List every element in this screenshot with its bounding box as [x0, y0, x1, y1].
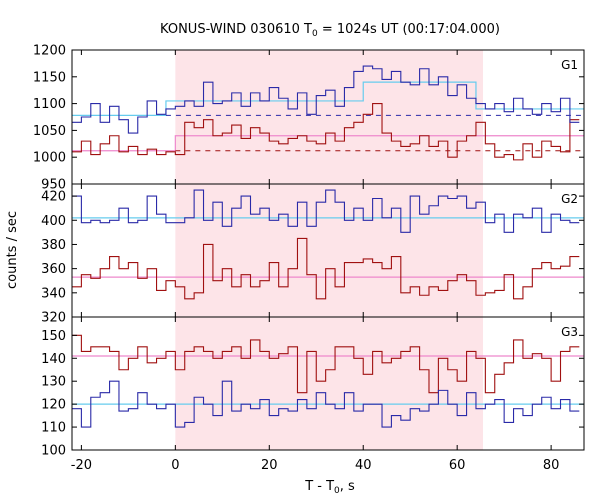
- burst-interval-shade-g1: [175, 50, 484, 184]
- burst-interval-shade-g2: [175, 184, 484, 317]
- panel-label-g3: G3: [561, 325, 578, 339]
- x-axis-label: T - T0, s: [304, 479, 355, 496]
- light-curve-blue-g3: [72, 380, 580, 428]
- y-tick-label-g3-110: 110: [41, 421, 66, 436]
- y-tick-label-g3-100: 100: [41, 444, 66, 459]
- x-tick-label-0: 0: [171, 458, 179, 473]
- light-curve-red-g3: [72, 334, 580, 394]
- y-tick-label-g3-140: 140: [41, 352, 66, 367]
- y-tick-label-g1-950: 950: [41, 178, 66, 193]
- y-tick-label-g1-1100: 1100: [33, 97, 66, 112]
- x-tick-label-40: 40: [355, 458, 372, 473]
- y-tick-label-g3-120: 120: [41, 398, 66, 413]
- y-tick-label-g2-340: 340: [41, 286, 66, 301]
- y-tick-label-g2-380: 380: [41, 238, 66, 253]
- x-tick-label-60: 60: [449, 458, 466, 473]
- y-tick-label-g1-1050: 1050: [33, 124, 66, 139]
- y-tick-label-g2-420: 420: [41, 190, 66, 205]
- y-tick-label-g2-320: 320: [41, 311, 66, 326]
- x-tick-label--20: -20: [71, 458, 92, 473]
- y-tick-label-g3-150: 150: [41, 329, 66, 344]
- panel-frames-group: G1 G2 G3: [71, 49, 585, 451]
- y-tick-label-g1-1150: 1150: [33, 70, 66, 85]
- panel-label-g1: G1: [561, 58, 578, 72]
- y-axis-label: counts / sec: [5, 211, 20, 289]
- burst-interval-shade-g3: [175, 317, 484, 450]
- panel-frame-g3: [71, 316, 585, 451]
- light-curve-red-g1: [72, 103, 580, 161]
- y-tick-label-g2-360: 360: [41, 262, 66, 277]
- y-tick-label-g2-400: 400: [41, 214, 66, 229]
- light-curve-blue-g2: [72, 189, 580, 233]
- background-level-2-g1: [72, 135, 584, 152]
- y-tick-label-g3-130: 130: [41, 375, 66, 390]
- burst-interval-shading-group: [175, 50, 484, 450]
- x-tick-label-20: 20: [261, 458, 278, 473]
- light-curve-panels-group: [72, 65, 584, 428]
- chart-title: KONUS-WIND 030610 T0 = 1024s UT (00:17:0…: [160, 22, 500, 39]
- axis-ticks-group: 9501000105011001150120032034036038040042…: [33, 44, 584, 473]
- y-tick-label-g1-1200: 1200: [33, 44, 66, 59]
- light-curve-red-g2: [72, 237, 580, 300]
- x-tick-label-80: 80: [543, 458, 560, 473]
- panel-label-g2: G2: [561, 192, 578, 206]
- light-curve-blue-g1: [72, 65, 580, 134]
- y-tick-label-g1-1000: 1000: [33, 151, 66, 166]
